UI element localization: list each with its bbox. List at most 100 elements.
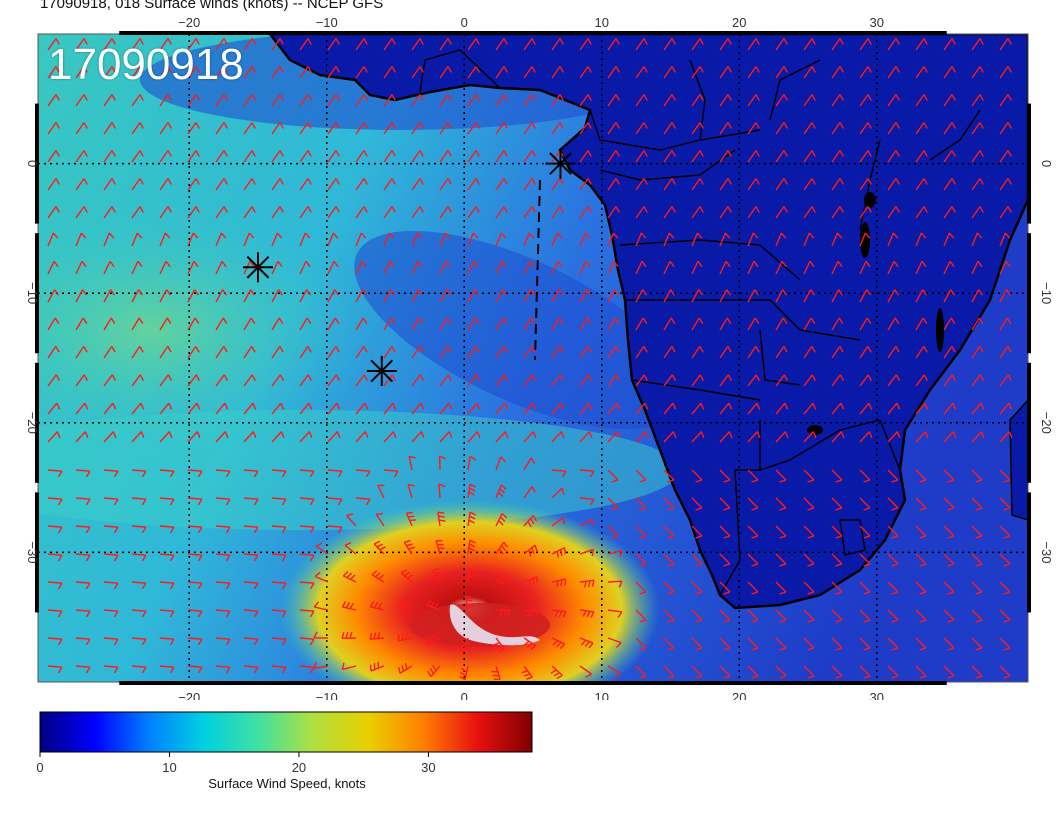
wind-barb: [551, 469, 567, 478]
lat-tick-label-right: −30: [1039, 541, 1054, 563]
wind-barb: [884, 694, 898, 700]
wind-barb: [1027, 66, 1028, 79]
wind-barb: [159, 431, 173, 443]
wind-barb: [632, 694, 646, 700]
wind-barb: [439, 66, 452, 79]
wind-barb: [607, 66, 620, 79]
wind-barb: [747, 38, 760, 51]
wind-barb: [691, 122, 704, 135]
wind-barb: [915, 374, 928, 387]
wind-barb: [999, 317, 1012, 331]
wind-barb: [579, 289, 592, 303]
wind-barb: [159, 469, 175, 478]
wind-barb: [691, 232, 703, 247]
wind-barb: [299, 206, 312, 219]
wind-barb: [635, 178, 648, 191]
wind-barb: [663, 609, 675, 623]
wind-barb: [887, 581, 899, 595]
wind-barb: [327, 38, 340, 51]
wind-barb: [828, 694, 842, 700]
wind-barb: [215, 525, 231, 534]
wind-barb: [831, 581, 843, 595]
wind-barb: [355, 94, 368, 107]
wind-barb: [719, 317, 732, 331]
wind-barb: [775, 469, 787, 483]
wind-barb: [831, 38, 844, 51]
wind-barb: [551, 206, 564, 219]
wind-barb: [747, 581, 759, 595]
wind-barb: [75, 260, 87, 275]
wind-barb: [775, 345, 788, 359]
wind-barb: [775, 150, 788, 163]
wind-barb: [327, 178, 340, 191]
wind-barb: [131, 289, 144, 303]
wind-barb: [663, 374, 676, 387]
left-tick-bar: [35, 103, 39, 224]
wind-barb: [607, 94, 620, 107]
wind-barb: [831, 317, 844, 331]
wind-barb: [915, 553, 927, 567]
wind-barb: [187, 374, 200, 387]
wind-barb: [775, 66, 788, 79]
wind-barb: [495, 317, 508, 331]
wind-barb: [775, 374, 788, 387]
wind-barb: [159, 497, 175, 506]
wind-barb: [299, 94, 312, 107]
left-tick-bar: [35, 362, 39, 483]
wind-barb: [75, 637, 91, 646]
wind-barb: [299, 637, 315, 646]
wind-barb: [383, 374, 396, 387]
wind-barb: [495, 150, 508, 163]
wind-barb: [439, 178, 452, 191]
wind-barb: [159, 260, 171, 275]
wind-barb: [803, 122, 816, 135]
wind-barb: [271, 289, 284, 303]
wind-barb: [271, 66, 284, 79]
wind-barb: [607, 402, 621, 415]
wind-barb: [607, 122, 620, 135]
wind-barb: [341, 631, 357, 640]
wind-barb: [215, 402, 229, 415]
wind-barb: [467, 317, 480, 331]
lon-tick-label-top: −20: [178, 15, 200, 30]
wind-barb: [383, 469, 399, 478]
wind-barb: [103, 150, 116, 163]
wind-barb: [187, 525, 203, 534]
wind-barb: [327, 317, 340, 331]
wind-barb: [635, 637, 647, 651]
wind-barb: [635, 609, 647, 623]
wind-barb: [943, 345, 956, 359]
wind-barb: [663, 581, 675, 595]
wind-barb: [635, 581, 647, 595]
wind-barb: [243, 431, 257, 443]
wind-barb: [859, 150, 872, 163]
wind-barb: [439, 317, 452, 331]
wind-barb: [327, 374, 340, 387]
wind-barb: [426, 599, 441, 611]
wind-barb: [47, 525, 63, 534]
wind-barb: [607, 431, 621, 443]
wind-barb: [887, 374, 900, 387]
wind-barb: [159, 206, 172, 219]
wind-barb: [341, 662, 357, 671]
wind-barb: [187, 66, 200, 79]
wind-barb: [187, 232, 199, 247]
wind-barb: [187, 122, 200, 135]
wind-barb: [103, 94, 116, 107]
wind-barb: [859, 609, 871, 623]
wind-barb: [215, 469, 231, 478]
wind-barb: [887, 345, 900, 359]
wind-barb: [915, 431, 929, 443]
trade-wind-band: [38, 200, 370, 460]
wind-barb: [775, 317, 788, 331]
wind-barb: [215, 38, 228, 51]
wind-barb: [971, 469, 983, 483]
wind-barb: [47, 609, 63, 618]
wind-barb: [383, 431, 397, 443]
wind-barb: [159, 122, 172, 135]
wind-barb: [383, 94, 396, 107]
lat-tick-label-left: −30: [25, 541, 40, 563]
wind-barb: [435, 539, 445, 555]
wind-barb: [635, 150, 648, 163]
wind-barb: [635, 553, 647, 567]
